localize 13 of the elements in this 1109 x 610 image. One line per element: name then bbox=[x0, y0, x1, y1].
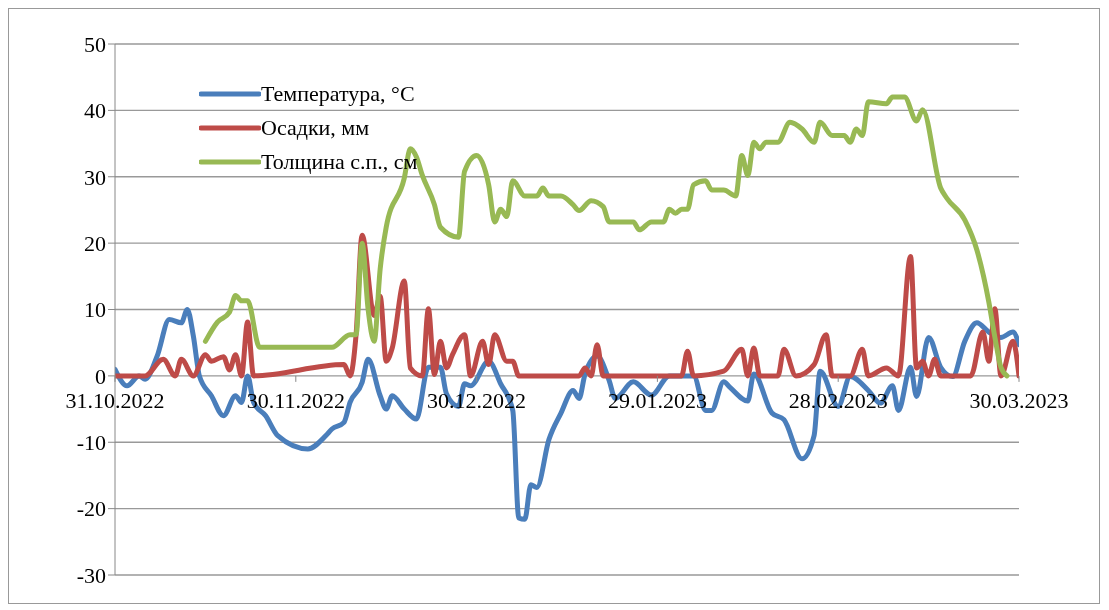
y-tick-label: -10 bbox=[76, 430, 106, 456]
y-tick-label: 30 bbox=[84, 164, 106, 190]
y-tick-label: 0 bbox=[95, 363, 106, 389]
y-tick-label: 50 bbox=[84, 31, 106, 57]
x-tick-label: 30.03.2023 bbox=[969, 387, 1069, 413]
y-tick-label: 40 bbox=[84, 98, 106, 124]
y-tick-label: -20 bbox=[76, 496, 106, 522]
x-tick-label: 31.10.2022 bbox=[65, 387, 165, 413]
y-tick-label: -30 bbox=[76, 562, 106, 588]
y-tick-label: 20 bbox=[84, 230, 106, 256]
legend-label: Температура, °C bbox=[261, 81, 415, 107]
legend-label: Осадки, мм bbox=[261, 115, 370, 141]
y-tick-label: 10 bbox=[84, 297, 106, 323]
